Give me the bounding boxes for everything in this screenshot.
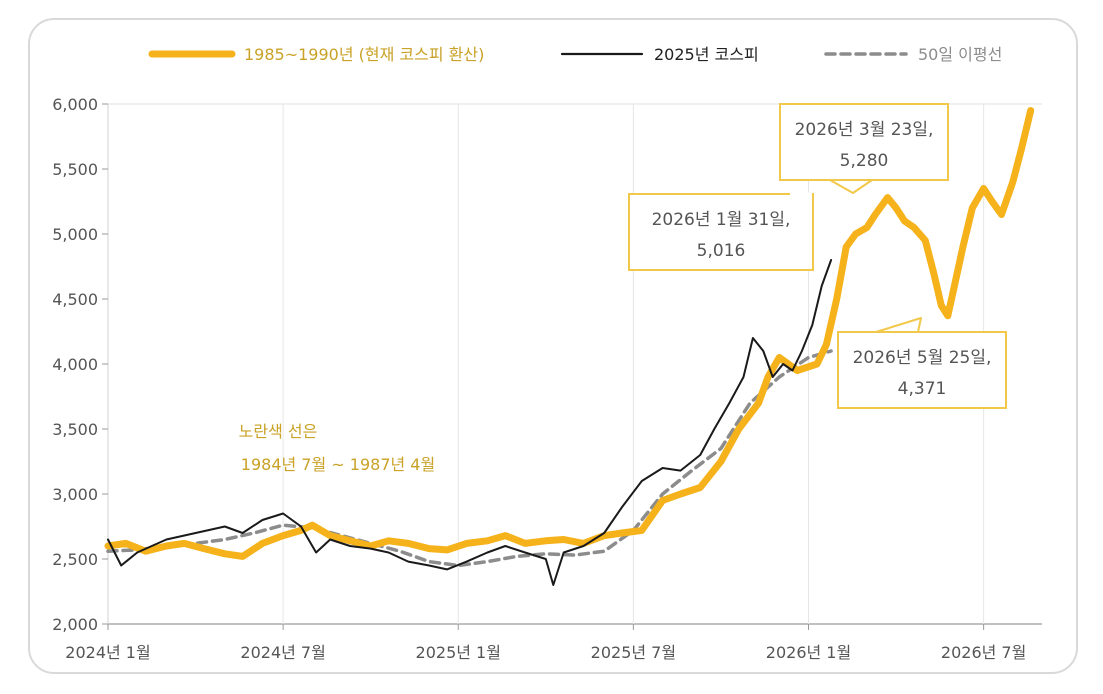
callout-value: 5,016 <box>697 241 746 261</box>
y-axis-ticks: 2,000 2,500 3,000 3,500 4,000 4,500 5,000 5,500… <box>52 95 108 634</box>
callout-pointer <box>829 179 873 194</box>
y-tick-label: 5,500 <box>52 160 98 179</box>
y-tick-label: 2,500 <box>52 550 98 569</box>
y-tick-label: 2,000 <box>52 615 98 634</box>
note-line-1: 노란색 선은 <box>239 422 318 441</box>
y-tick-label: 4,000 <box>52 355 98 374</box>
y-tick-label: 3,500 <box>52 420 98 439</box>
callout-value: 5,280 <box>840 151 889 171</box>
note-line-2: 1984년 7월 ~ 1987년 4월 <box>241 455 435 474</box>
y-tick-label: 4,500 <box>52 290 98 309</box>
callout-box <box>628 193 814 271</box>
annotation-callout: 2026년 5월 25일, 4,371 <box>837 317 1007 409</box>
legend-label: 1985~1990년 (현재 코스피 환산) <box>244 45 484 64</box>
callout-pointer <box>875 317 922 333</box>
y-tick-label: 3,000 <box>52 485 98 504</box>
legend-label: 50일 이평선 <box>918 45 1002 64</box>
chart-frame <box>28 18 1078 674</box>
x-axis-ticks: 2024년 1월 2024년 7월 2025년 1월 2025년 7월 2026년 1월… <box>65 624 1026 662</box>
callout-date: 2026년 3월 23일, <box>795 120 934 140</box>
x-tick-label: 2026년 7월 <box>941 643 1026 662</box>
series-line-kospi-2025 <box>107 259 833 586</box>
callout-box <box>837 331 1007 409</box>
legend-label: 2025년 코스피 <box>654 45 759 64</box>
series-lines <box>104 107 1035 586</box>
x-tick-label: 2025년 1월 <box>416 643 501 662</box>
callout-value: 4,371 <box>898 379 947 399</box>
callout-date: 2026년 5월 25일, <box>853 348 992 368</box>
callout-box <box>779 103 949 181</box>
x-tick-label: 2026년 1월 <box>766 643 851 662</box>
chart-note: 노란색 선은 1984년 7월 ~ 1987년 4월 <box>239 422 436 474</box>
x-tick-label: 2025년 7월 <box>591 643 676 662</box>
x-tick-label: 2024년 1월 <box>65 643 150 662</box>
annotation-callout: 2026년 3월 23일, 5,280 <box>779 103 949 194</box>
x-tick-label: 2024년 7월 <box>240 643 325 662</box>
annotation-callout: 2026년 1월 31일, 5,016 <box>628 192 814 271</box>
y-tick-label: 6,000 <box>52 95 98 114</box>
y-tick-label: 5,000 <box>52 225 98 244</box>
callout-date: 2026년 1월 31일, <box>652 210 791 230</box>
legend: 1985~1990년 (현재 코스피 환산) 2025년 코스피 50일 이평선 <box>148 45 1002 64</box>
series-line-50day-ma <box>106 349 833 568</box>
